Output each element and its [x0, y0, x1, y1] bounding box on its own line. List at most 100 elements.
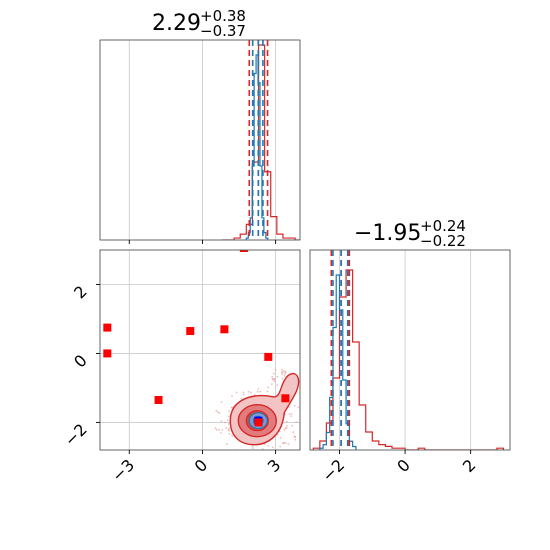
- sample-point: [215, 409, 218, 412]
- sample-point: [228, 410, 230, 412]
- sample-point: [282, 442, 285, 444]
- sample-point: [294, 438, 297, 441]
- sample-point: [220, 420, 223, 422]
- sample-point: [257, 388, 260, 390]
- sample-point: [253, 455, 255, 457]
- tick-label-joint-x-1: 0: [191, 455, 212, 476]
- marker-red-square: [239, 250, 248, 252]
- tick-label-right-x-1: 0: [393, 455, 414, 476]
- sample-point: [214, 427, 217, 429]
- sample-point: [249, 451, 251, 453]
- sample-point: [290, 415, 292, 417]
- sample-point: [276, 375, 279, 378]
- sample-point: [279, 445, 282, 448]
- sample-point: [271, 446, 274, 449]
- title-param0-main: 2.29: [152, 11, 201, 36]
- sample-point: [256, 390, 259, 393]
- marker-red-square: [103, 349, 112, 358]
- sample-point: [284, 370, 287, 373]
- sample-point: [293, 435, 296, 438]
- sample-point: [281, 377, 284, 380]
- sample-point: [220, 401, 223, 403]
- histogram-param0-red: [221, 44, 300, 240]
- tick-label-right-x-0: −2: [318, 455, 348, 485]
- sample-point: [284, 372, 286, 375]
- marker-red-square: [186, 327, 195, 336]
- title-param1-main: −1.95: [354, 221, 421, 246]
- sample-point: [243, 452, 245, 454]
- sample-point: [218, 412, 221, 414]
- panel-top-background: [100, 40, 300, 240]
- sample-point: [250, 391, 252, 394]
- sample-point: [284, 427, 287, 430]
- tick-label-right-x-2: 2: [459, 455, 480, 476]
- sample-point: [260, 453, 262, 455]
- title-param0: 2.29 +0.38 −0.37: [152, 7, 246, 40]
- sample-point: [240, 397, 243, 400]
- sample-point: [221, 429, 224, 431]
- sample-point: [267, 445, 270, 447]
- sample-point: [279, 437, 282, 439]
- sample-point: [285, 420, 288, 423]
- panel-right-frame: [309, 249, 511, 451]
- panel-param1-histogram: [309, 249, 511, 454]
- title-param1: −1.95 +0.24 −0.22: [354, 217, 466, 250]
- title-param0-sup: +0.38: [200, 7, 246, 25]
- sample-point: [226, 419, 229, 422]
- sample-point: [281, 371, 284, 374]
- sample-point: [235, 391, 238, 394]
- sample-point: [225, 427, 228, 429]
- sample-point: [288, 413, 291, 415]
- tick-label-joint-y-1: 0: [70, 351, 91, 372]
- sample-point: [228, 433, 231, 435]
- sample-point: [227, 423, 230, 425]
- sample-point: [272, 372, 275, 375]
- sample-point: [215, 428, 218, 431]
- sample-point: [228, 427, 231, 430]
- panel-top-series: [221, 40, 300, 240]
- sample-point: [297, 406, 300, 409]
- sample-point: [290, 413, 293, 415]
- sample-point: [230, 406, 233, 409]
- panel-joint-series: [103, 250, 300, 457]
- sample-point: [281, 368, 283, 371]
- tick-label-joint-y-2: 2: [70, 282, 91, 303]
- sample-point: [291, 425, 293, 427]
- sample-point: [283, 428, 286, 431]
- marker-red-square: [154, 396, 163, 404]
- sample-point: [271, 375, 274, 378]
- marker-red-square: [220, 325, 229, 334]
- sample-point: [231, 435, 234, 437]
- sample-point: [247, 390, 250, 393]
- sample-point: [273, 378, 276, 381]
- sample-point: [266, 390, 269, 393]
- marker-red-square: [281, 394, 290, 403]
- sample-point: [276, 384, 279, 386]
- panel-joint-frame: [99, 249, 301, 451]
- marker-red-square: [254, 418, 263, 427]
- panel-joint-contour: [96, 249, 301, 457]
- sample-point: [251, 445, 254, 447]
- sample-point: [261, 448, 264, 450]
- sample-point: [253, 451, 255, 453]
- sample-point: [262, 452, 264, 454]
- sample-point: [293, 405, 296, 407]
- sample-point: [281, 373, 283, 376]
- sample-point: [284, 442, 287, 445]
- sample-point: [259, 390, 262, 393]
- sample-point: [231, 395, 233, 398]
- sample-point: [273, 380, 276, 383]
- sample-point: [242, 393, 245, 396]
- panel-right-series: [312, 250, 505, 450]
- sample-point: [217, 411, 219, 414]
- tick-label-joint-y-0: −2: [61, 420, 91, 450]
- sample-point: [292, 431, 295, 434]
- panel-top-frame: [99, 39, 301, 241]
- sample-point: [285, 425, 288, 427]
- title-param0-sub: −0.37: [200, 22, 246, 40]
- sample-point: [251, 447, 254, 449]
- sample-point: [225, 443, 228, 446]
- sample-point: [267, 386, 269, 389]
- title-param1-sup: +0.24: [420, 217, 466, 235]
